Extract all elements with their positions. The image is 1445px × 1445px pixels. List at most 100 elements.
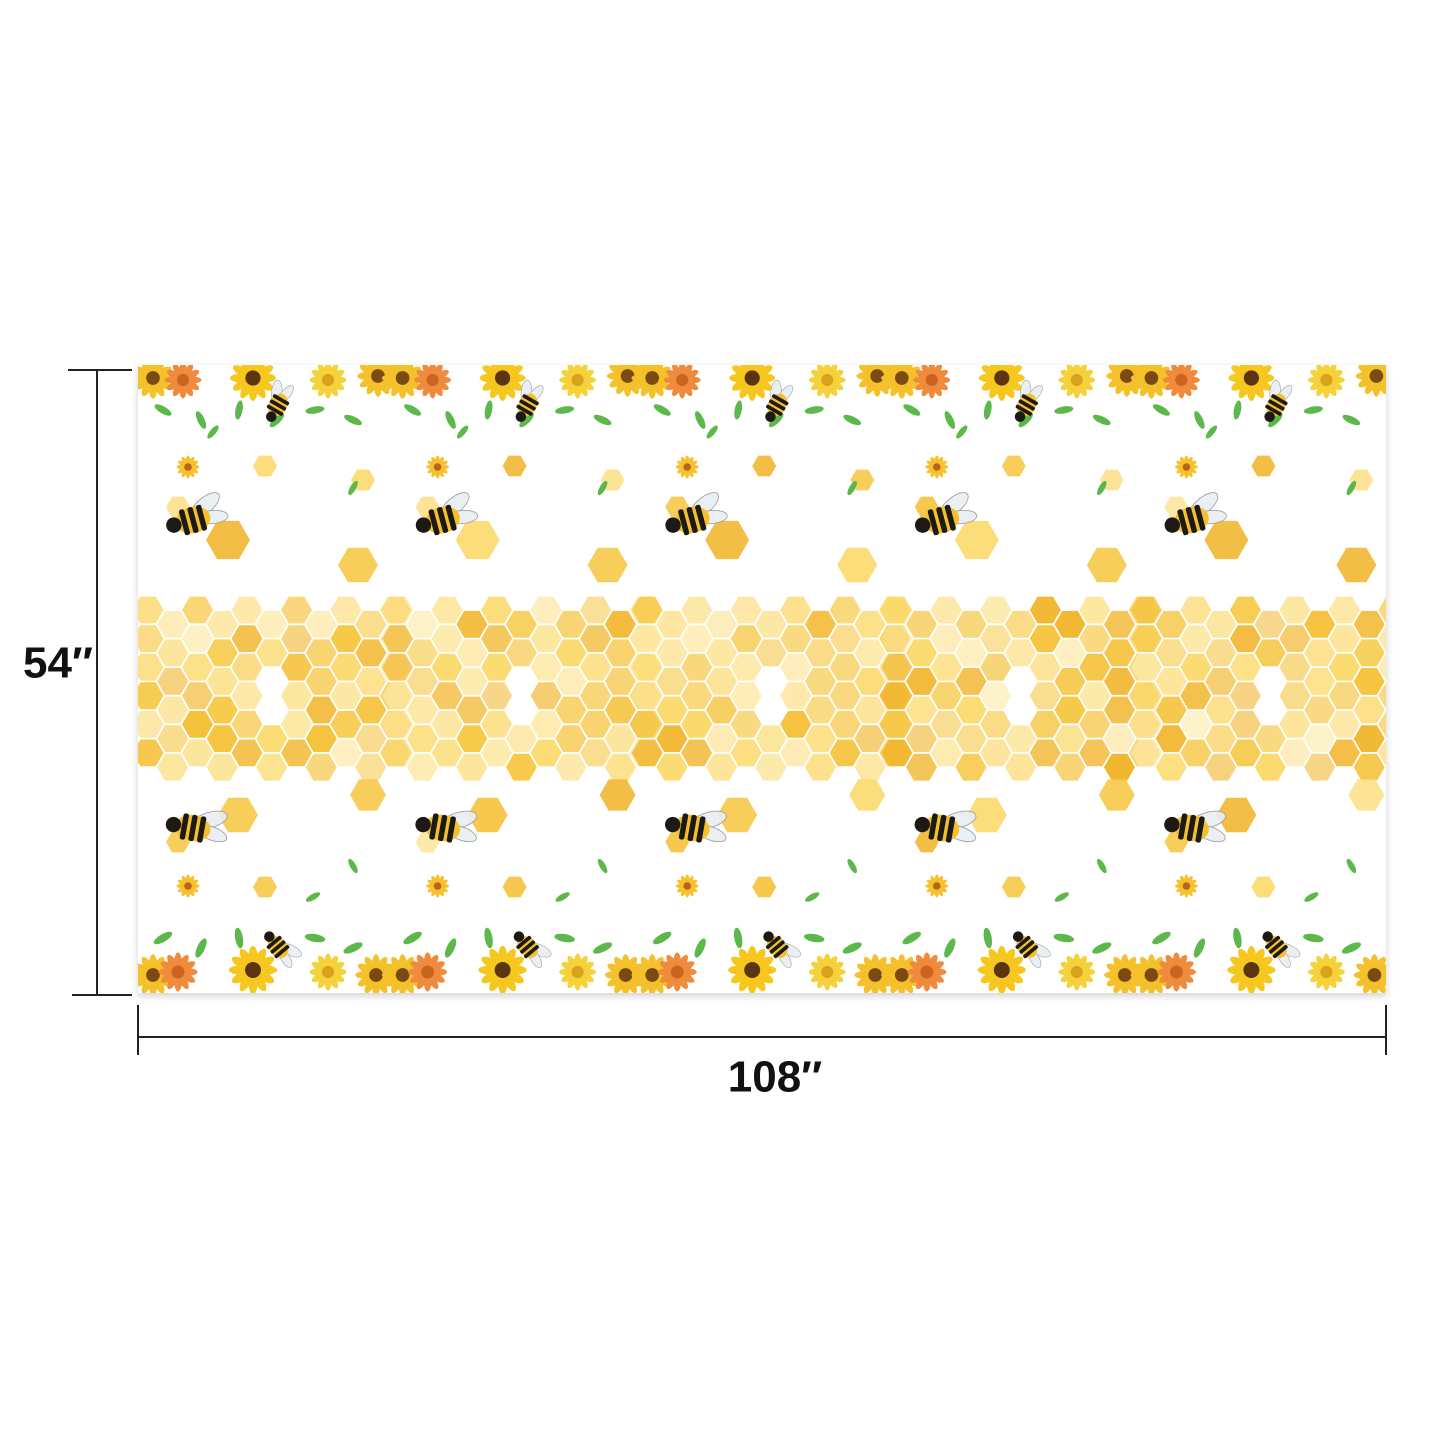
leaf (154, 404, 172, 416)
honeycomb-cell (1079, 739, 1111, 767)
honeycomb-cell (406, 668, 438, 695)
leaf (847, 858, 857, 874)
honeycomb-cell (1104, 753, 1135, 781)
honeycomb-cell (1205, 668, 1237, 695)
bee-stripe (266, 404, 284, 416)
honeycomb-cell (1029, 653, 1061, 681)
honeycomb-cell (656, 696, 688, 724)
width-dimension (137, 1005, 1387, 1055)
honeycomb-cell (330, 710, 362, 738)
bee-stripe (1178, 813, 1188, 840)
leaf (843, 414, 862, 426)
honeycomb-cell (382, 682, 414, 710)
honeycomb-cell (1029, 739, 1061, 767)
flower (881, 365, 923, 399)
bee-stripe (1177, 509, 1189, 536)
leaf (343, 942, 363, 954)
flower-center (395, 371, 410, 385)
honeycomb-cell (752, 455, 777, 477)
bee-stripe (687, 814, 697, 842)
flower-center (245, 962, 261, 978)
flower (479, 365, 526, 401)
flower-center (146, 371, 160, 385)
honeycomb-cell (382, 710, 414, 738)
flower (381, 365, 424, 399)
leaf (983, 400, 992, 420)
honeycomb-cell (1054, 696, 1086, 724)
flower-center (395, 968, 410, 982)
honeycomb-cell (1378, 682, 1386, 709)
honeycomb-cell (182, 682, 213, 710)
flower-center (894, 371, 909, 385)
honeycomb-cell (1130, 653, 1162, 681)
flower-center (821, 965, 834, 979)
honeycomb-cell (206, 753, 238, 781)
leaf (1092, 414, 1111, 426)
bee-stripe (937, 814, 947, 842)
flower-center (870, 369, 885, 383)
bee-stripe (1015, 404, 1032, 416)
flower (408, 952, 448, 992)
honeycomb-cell (1104, 668, 1135, 695)
honeycomb-cell (1098, 779, 1135, 811)
honeycomb-cell (157, 753, 189, 781)
honeycomb-cell (656, 668, 688, 695)
leaf (1205, 425, 1218, 439)
bee-stripe (928, 813, 938, 840)
bee (914, 492, 978, 536)
honeycomb-cell (1180, 653, 1212, 681)
bee-stripe (696, 816, 706, 843)
honeycomb-cell (681, 596, 713, 624)
leaf (944, 938, 956, 958)
honeycomb-cell (681, 682, 713, 710)
leaf (519, 412, 534, 428)
honeycomb-cell (599, 779, 636, 811)
bee-head (513, 931, 525, 942)
honeycomb-cell (780, 682, 812, 710)
honeycomb-cell (231, 596, 263, 624)
honeycomb-cell (656, 725, 688, 752)
honeycomb-cell (406, 725, 438, 752)
height-dimension (68, 369, 132, 996)
honeycomb-cell (530, 653, 562, 681)
bee-head (763, 931, 774, 942)
honeycomb-cell (406, 753, 438, 781)
flower-center (371, 369, 385, 383)
leaf (694, 938, 706, 958)
bee-stripe (1018, 399, 1035, 411)
honeycomb-cell (555, 725, 587, 752)
honeycomb-cell (631, 739, 663, 767)
honeycomb-cell (780, 739, 812, 767)
honeycomb-cell (631, 653, 663, 681)
honeycomb-cell (206, 610, 238, 638)
honeycomb-cell (555, 639, 587, 667)
leaf (1054, 406, 1074, 414)
honeycomb-cell (1180, 710, 1212, 738)
honeycomb-cell (481, 625, 513, 652)
bee-stripe (446, 816, 456, 843)
bee-stripe (429, 813, 439, 840)
bee (165, 810, 228, 843)
flower-center (1175, 373, 1188, 387)
honeycomb-cell (431, 625, 463, 652)
honeycomb-cell (881, 739, 913, 767)
honeycomb-cell (730, 739, 762, 767)
leaf (1097, 480, 1107, 496)
honeycomb-cell (730, 682, 762, 710)
honeycomb-cell (955, 668, 987, 695)
honeycomb-cell (206, 725, 238, 752)
bee-stripe (516, 935, 532, 950)
honeycomb-cell (1229, 653, 1261, 681)
flower (138, 365, 174, 399)
honeycomb-cell (1180, 625, 1212, 652)
honeycomb-cell (1304, 725, 1336, 752)
honeycomb-cell (253, 876, 277, 898)
honeycomb-cell (481, 739, 513, 767)
honeycomb-cell (502, 455, 527, 477)
honeycomb-cell (980, 739, 1012, 767)
flower-center (369, 968, 383, 982)
honeycomb-cell (656, 639, 688, 667)
honeycomb-cell (730, 710, 762, 738)
bee-stripe (945, 816, 956, 843)
honeycomb-cell (281, 682, 312, 710)
